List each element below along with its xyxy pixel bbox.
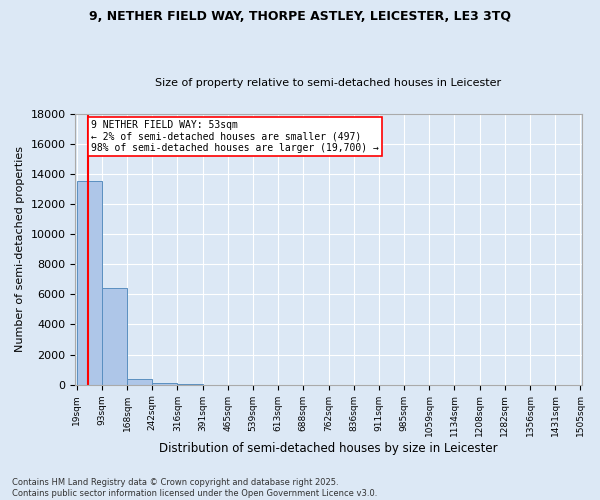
Bar [102, 288, 127, 384]
Text: 9, NETHER FIELD WAY, THORPE ASTLEY, LEICESTER, LE3 3TQ: 9, NETHER FIELD WAY, THORPE ASTLEY, LEIC… [89, 10, 511, 23]
Bar [77, 182, 102, 384]
X-axis label: Distribution of semi-detached houses by size in Leicester: Distribution of semi-detached houses by … [159, 442, 498, 455]
Title: Size of property relative to semi-detached houses in Leicester: Size of property relative to semi-detach… [155, 78, 502, 88]
Bar [127, 378, 152, 384]
Text: Contains HM Land Registry data © Crown copyright and database right 2025.
Contai: Contains HM Land Registry data © Crown c… [12, 478, 377, 498]
Y-axis label: Number of semi-detached properties: Number of semi-detached properties [15, 146, 25, 352]
Text: 9 NETHER FIELD WAY: 53sqm
← 2% of semi-detached houses are smaller (497)
98% of : 9 NETHER FIELD WAY: 53sqm ← 2% of semi-d… [91, 120, 379, 153]
